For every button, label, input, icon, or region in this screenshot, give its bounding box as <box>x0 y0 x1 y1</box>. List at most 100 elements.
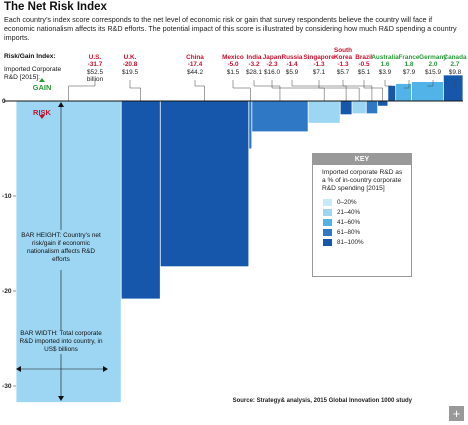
legend-items: 0–20% 21–40% 41–60% 61–80% 81–100% <box>313 199 411 246</box>
value-label: -2.3 <box>266 61 278 68</box>
width-label: $52.5 billion <box>86 69 104 83</box>
value-label: 2.7 <box>450 61 460 68</box>
value-label: -3.2 <box>248 61 260 68</box>
legend-description: Imported corporate R&D as a % of in-coun… <box>322 169 403 192</box>
bar <box>160 101 249 267</box>
value-label: -17.4 <box>187 61 203 68</box>
value-label: 1.6 <box>380 61 390 68</box>
legend-item: 81–100% <box>323 239 411 246</box>
country-label: Canada <box>443 54 467 61</box>
width-label: $15.9 <box>425 69 441 76</box>
value-label: 1.8 <box>404 61 414 68</box>
legend-label: 61–80% <box>337 229 361 236</box>
value-label: -20.8 <box>122 61 138 68</box>
leader-line <box>68 80 96 101</box>
expand-button[interactable]: + <box>449 406 464 421</box>
chart-title: The Net Risk Index <box>4 1 107 13</box>
width-label: $1.5 <box>226 69 240 76</box>
y-tick-label: -20 <box>2 288 12 295</box>
leader-line <box>453 80 456 89</box>
y-tick-label: -30 <box>2 383 12 390</box>
legend: KEY Imported corporate R&D as a % of in-… <box>312 153 412 277</box>
legend-label: 41–60% <box>337 219 361 226</box>
value-label: -1.4 <box>286 61 298 68</box>
leader-line <box>129 80 141 101</box>
leader-line <box>363 80 384 101</box>
legend-label: 21–40% <box>337 209 361 216</box>
width-label: $7.9 <box>402 69 416 76</box>
width-title: Imported Corporate R&D [2015]: <box>4 66 62 81</box>
gain-arrow <box>39 78 45 82</box>
leader-line <box>403 80 410 89</box>
bar <box>308 101 340 123</box>
leader-line <box>427 80 434 87</box>
width-label: $16.0 <box>264 69 280 76</box>
value-label: -5.0 <box>227 61 239 68</box>
country-label: Mexico <box>222 54 244 61</box>
width-label: $5.1 <box>357 69 371 76</box>
value-label: -31.7 <box>87 61 103 68</box>
country-label: Germany <box>419 54 447 61</box>
bar <box>411 82 443 101</box>
width-label: $19.5 <box>122 69 138 76</box>
chart-subtitle: Each country’s index score corresponds t… <box>4 15 457 42</box>
legend-swatch <box>323 229 332 236</box>
country-label: Brazil <box>355 54 373 61</box>
bar <box>388 85 396 101</box>
country-label: France <box>398 54 420 61</box>
bar <box>340 101 352 115</box>
width-label: $28.1 <box>246 69 262 76</box>
bar <box>352 101 366 114</box>
bar <box>366 101 378 114</box>
width-label: $7.1 <box>312 69 326 76</box>
leader-line <box>253 80 281 101</box>
risk-label: RISK <box>33 108 51 117</box>
leader-line <box>194 80 205 101</box>
width-label: $3.9 <box>378 69 392 76</box>
leader-line <box>318 80 360 101</box>
country-label: South Korea <box>333 47 353 61</box>
legend-swatch <box>323 209 332 216</box>
legend-swatch <box>323 219 332 226</box>
country-label: India <box>246 54 262 61</box>
risk-arrow <box>39 115 45 119</box>
width-label: $5.9 <box>285 69 299 76</box>
width-note: BAR WIDTH: Total corporate R&D imported … <box>19 330 103 354</box>
country-label: Russia <box>281 54 303 61</box>
bar <box>121 101 160 299</box>
legend-item: 61–80% <box>323 229 411 236</box>
value-label: -1.3 <box>313 61 325 68</box>
leader-line <box>271 80 325 101</box>
country-label: U.S. <box>88 54 102 61</box>
legend-swatch <box>323 199 332 206</box>
height-note: BAR HEIGHT: Country’s net risk/gain if e… <box>19 232 103 264</box>
country-label: Australia <box>371 54 399 61</box>
country-label: Japan <box>262 54 282 61</box>
country-label: U.K. <box>123 54 137 61</box>
gain-label: GAIN <box>32 83 52 92</box>
legend-label: 0–20% <box>337 199 357 206</box>
legend-title: KEY <box>313 154 411 165</box>
legend-item: 0–20% <box>323 199 411 206</box>
leader-line <box>384 80 392 87</box>
legend-label: 81–100% <box>337 239 364 246</box>
y-tick-label: -10 <box>2 193 12 200</box>
width-label: $5.7 <box>336 69 350 76</box>
width-label: $9.8 <box>448 69 462 76</box>
legend-item: 21–40% <box>323 209 411 216</box>
bar <box>249 101 252 149</box>
legend-item: 41–60% <box>323 219 411 226</box>
bar <box>378 101 388 106</box>
leader-line <box>232 80 251 101</box>
value-label: -1.3 <box>337 61 349 68</box>
bar <box>252 101 308 132</box>
value-title: Risk/Gain Index: <box>4 53 56 60</box>
country-label: China <box>186 54 204 61</box>
legend-swatch <box>323 239 332 246</box>
value-label: 2.0 <box>428 61 438 68</box>
width-label: $44.2 <box>187 69 203 76</box>
value-label: -0.5 <box>358 61 370 68</box>
country-label: Singapore <box>303 54 335 61</box>
source: Source: Strategy& analysis, 2015 Global … <box>232 398 412 404</box>
